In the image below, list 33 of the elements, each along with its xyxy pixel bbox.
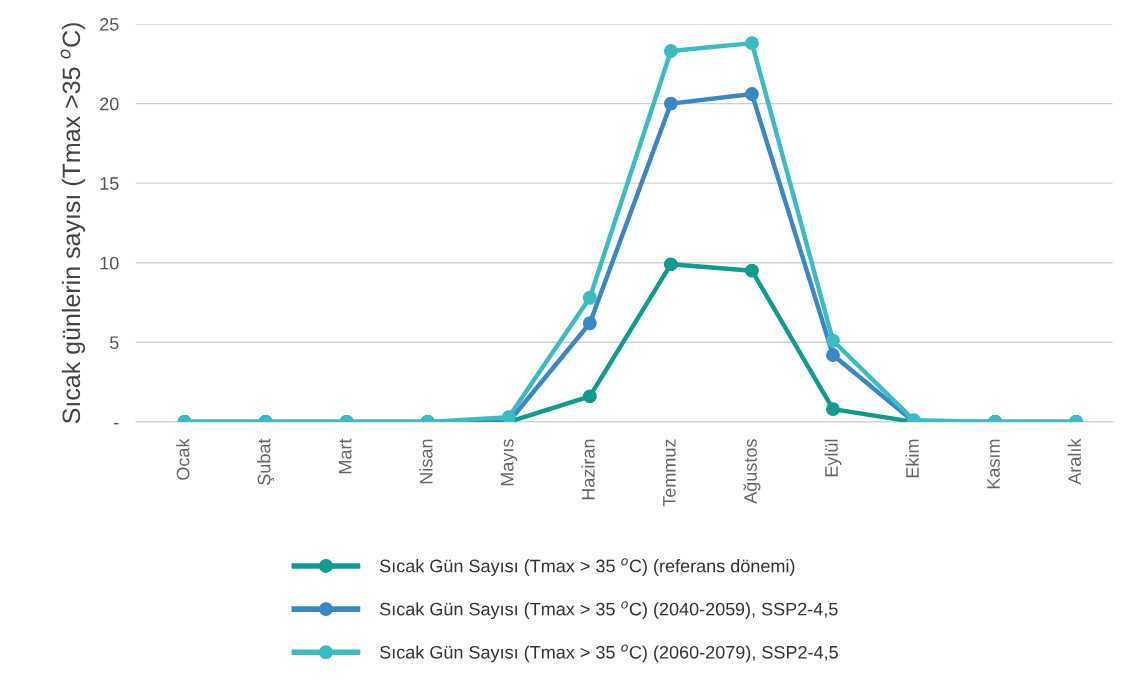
point [744, 87, 759, 101]
y-tick-label: 15 [100, 177, 119, 190]
point [582, 290, 597, 305]
x-tick-label: Nisan [419, 439, 433, 484]
point [663, 257, 678, 272]
point [582, 316, 597, 331]
x-tick-label: Ekim [905, 439, 919, 478]
y-tick-label: 10 [100, 256, 119, 270]
x-tick-label: Ağustos [743, 439, 761, 504]
x-tick-label: Haziran [581, 439, 595, 500]
x-tick-label: Mayıs [501, 439, 518, 486]
point [744, 36, 759, 51]
x-tick-label: Ocak [176, 438, 190, 480]
x-tick-label: Şubat [257, 438, 275, 485]
legend-label: Sıcak Gün Sayısı (Tmax > 35 $^{o}$C) (2040-2059), SSP2-4,5 [379, 601, 838, 620]
x-tick-label: Kasım [987, 439, 1000, 489]
point [744, 263, 759, 278]
legend-label: Sıcak Gün Sayısı (Tmax > 35 $^{o}$C) (2060-2079), SSP2-4,5 [379, 644, 838, 663]
x-tick-label: Mart [338, 438, 352, 474]
point [663, 96, 678, 111]
legend-label: Sıcak Gün Sayısı (Tmax > 35 $^{o}$C) (referans dönemi) [379, 558, 795, 576]
x-tick-label: Eylül [824, 439, 842, 477]
y-tick-label: 25 [100, 17, 119, 31]
point [826, 348, 840, 362]
y-tick-label: 20 [100, 97, 119, 111]
y-tick-label: - [114, 422, 119, 425]
y-tick-label: 5 [109, 336, 119, 350]
point [826, 333, 840, 348]
point [663, 44, 678, 59]
y-axis-title: Sıcak günlerin sayısı (Tmax >35 $^{o}$C) [60, 23, 86, 424]
x-tick-label: Aralık [1067, 438, 1081, 485]
point [501, 410, 516, 422]
x-tick-label: Temmuz [663, 439, 676, 507]
